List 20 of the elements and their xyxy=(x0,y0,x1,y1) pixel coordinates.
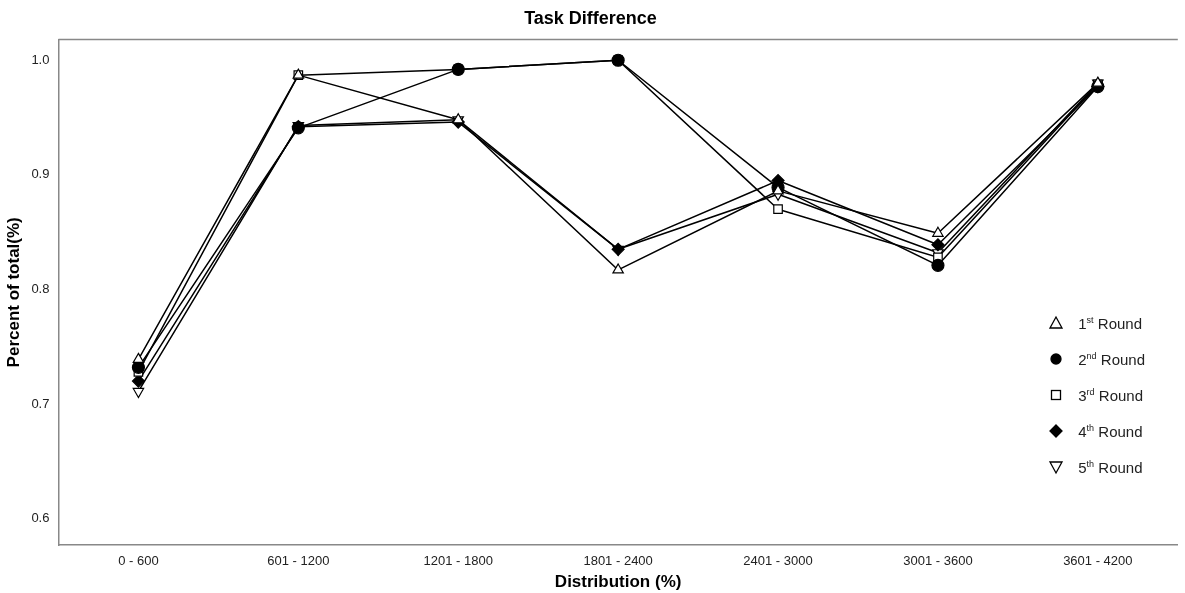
x-axis-title: Distribution (%) xyxy=(554,572,682,592)
x-tick-label: 0 - 600 xyxy=(118,553,159,569)
x-tick-label: 1201 - 1800 xyxy=(423,553,493,569)
x-tick-label: 3001 - 3600 xyxy=(903,553,973,569)
y-tick-label: 1.0 xyxy=(31,51,50,67)
legend-label: 2$^{nd}$ Round xyxy=(1078,350,1145,368)
legend-label: 4$^{th}$ Round xyxy=(1078,422,1143,440)
x-tick-label: 3601 - 4200 xyxy=(1063,553,1133,569)
y-tick-label: 0.6 xyxy=(31,510,50,526)
legend-label: 1$^{st}$ Round xyxy=(1078,314,1142,332)
x-tick-label: 2401 - 3000 xyxy=(743,553,813,569)
legend-label: 3$^{rd}$ Round xyxy=(1078,386,1143,404)
y-tick-label: 0.9 xyxy=(31,166,50,182)
y-tick-label: 0.7 xyxy=(31,395,50,411)
chart-title: Task Difference xyxy=(524,7,657,28)
legend-label: 5$^{th}$ Round xyxy=(1078,458,1143,476)
x-tick-label: 1801 - 2400 xyxy=(583,553,653,569)
x-tick-label: 601 - 1200 xyxy=(267,553,330,569)
y-axis-title: Percent of total(%) xyxy=(3,217,23,368)
y-tick-label: 0.8 xyxy=(31,281,50,297)
